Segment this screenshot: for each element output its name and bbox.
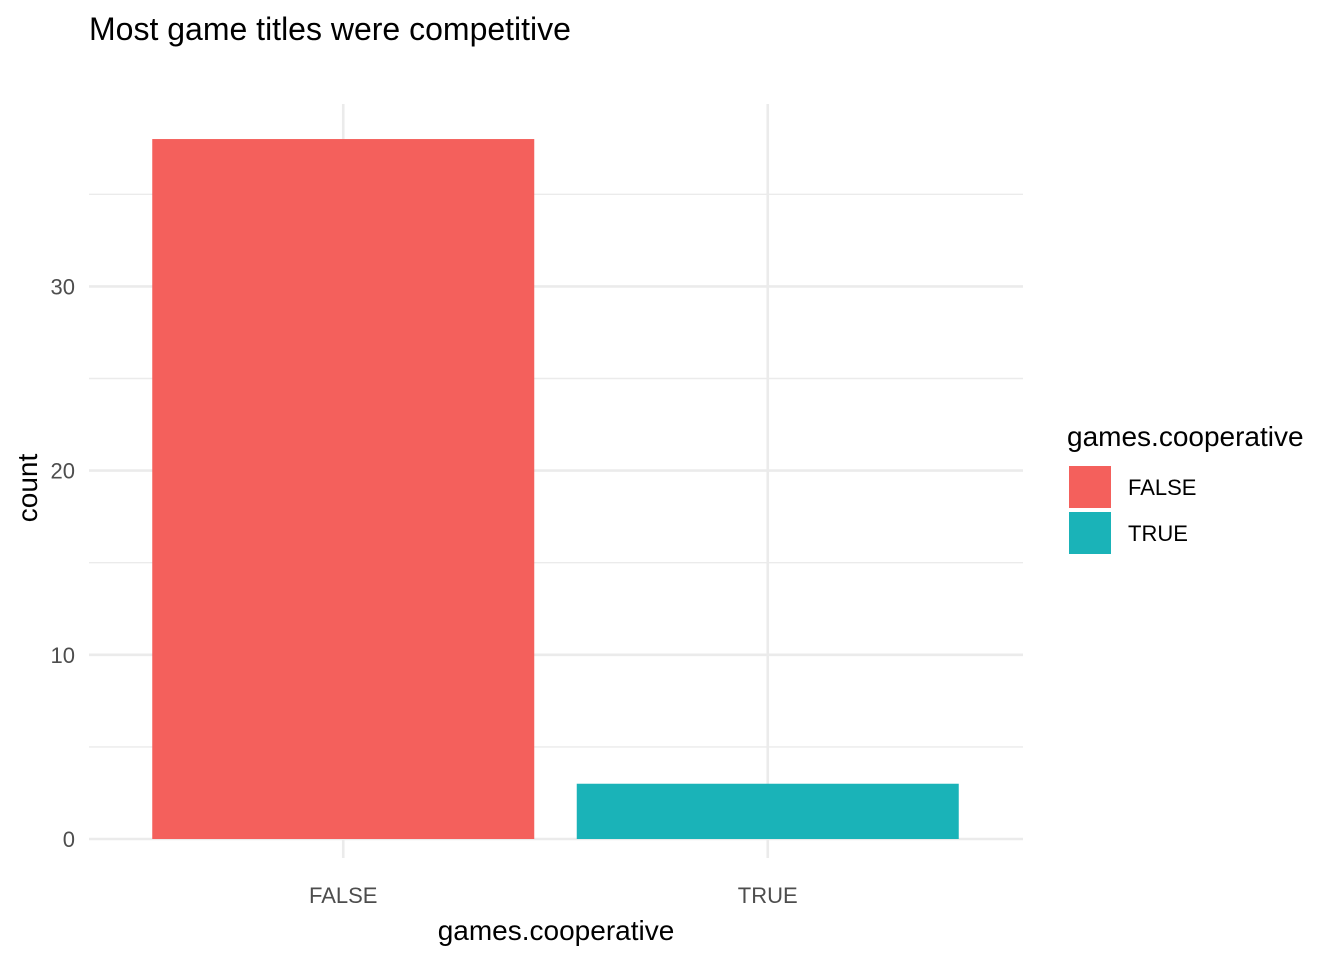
x-tick-label: FALSE — [309, 883, 377, 908]
y-tick-label: 30 — [51, 274, 75, 299]
legend-key-true — [1069, 512, 1111, 554]
y-tick-label: 20 — [51, 459, 75, 484]
legend: games.cooperative FALSE TRUE — [1067, 421, 1304, 554]
chart-title: Most game titles were competitive — [89, 11, 571, 47]
tick-labels: 0 10 20 30 FALSE TRUE — [51, 274, 798, 908]
bar-false — [152, 139, 535, 840]
legend-title: games.cooperative — [1067, 421, 1304, 452]
x-tick-label: TRUE — [738, 883, 798, 908]
bar-true — [576, 783, 959, 839]
x-axis-title: games.cooperative — [438, 915, 675, 946]
y-tick-label: 10 — [51, 643, 75, 668]
legend-label-false: FALSE — [1128, 475, 1196, 500]
y-tick-label: 0 — [63, 827, 75, 852]
legend-label-true: TRUE — [1128, 521, 1188, 546]
bars — [152, 139, 959, 840]
y-axis-title: count — [12, 454, 43, 523]
legend-key-false — [1069, 466, 1111, 508]
